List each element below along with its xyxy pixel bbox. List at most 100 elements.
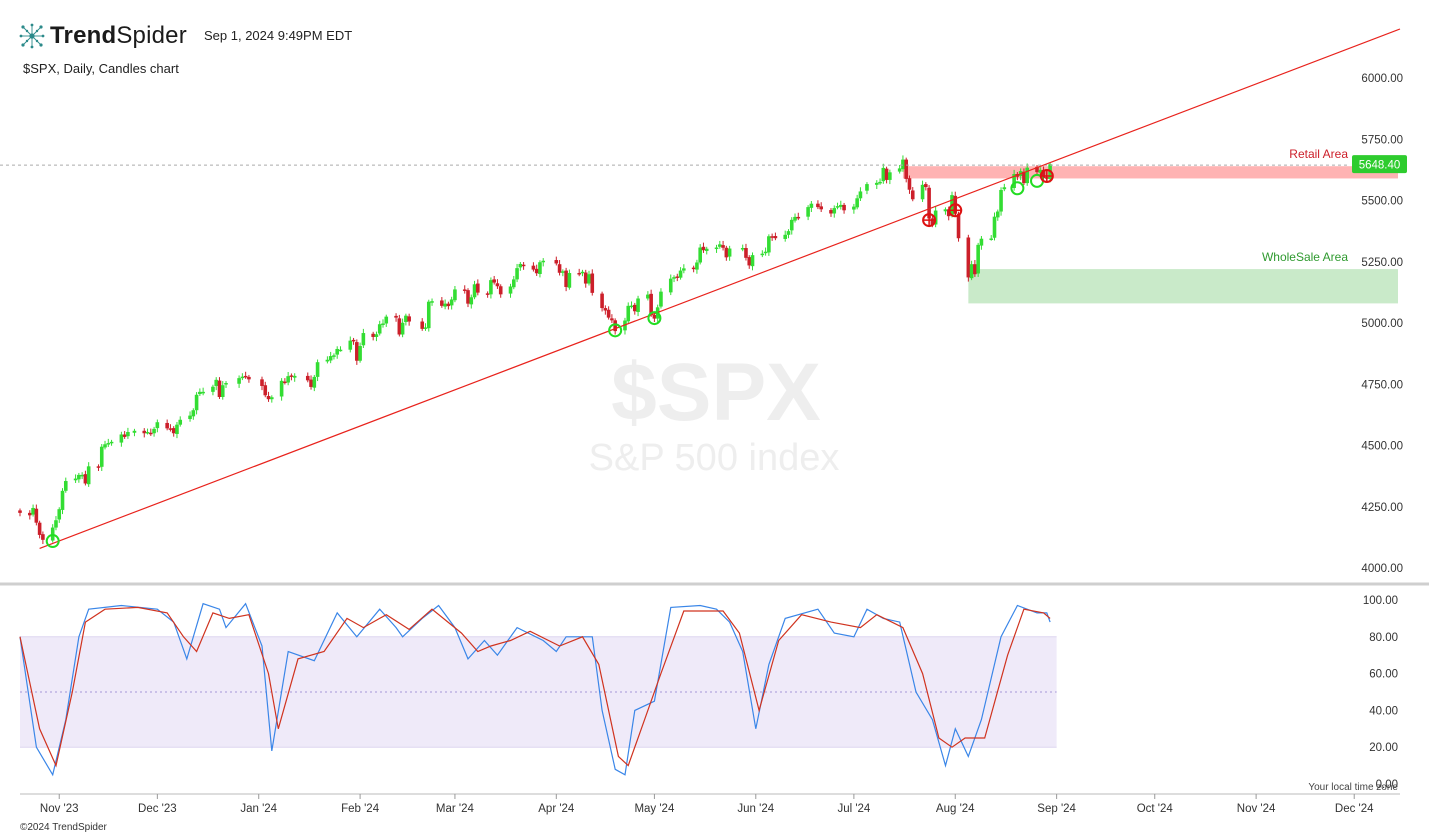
candle-body <box>80 474 84 477</box>
stoch-tick-label: 0.00 <box>1376 779 1398 791</box>
candle-body <box>325 359 330 362</box>
candle-body <box>695 262 699 270</box>
candle-body <box>152 428 156 434</box>
candle-body <box>910 190 915 200</box>
candle-body <box>819 206 823 210</box>
candle-body <box>220 385 225 397</box>
candle-body <box>927 187 931 219</box>
candle-body <box>466 290 470 304</box>
date-tick-label: Aug '24 <box>936 803 975 815</box>
candle-body <box>305 375 310 381</box>
stoch-line-k <box>19 602 1051 777</box>
candle-body <box>718 244 722 247</box>
date-tick-label: Apr '24 <box>538 803 575 815</box>
candle-body <box>240 376 245 379</box>
candle-body <box>855 198 859 208</box>
candle-body <box>1038 169 1043 173</box>
candle-body <box>191 410 196 417</box>
candle-body <box>198 391 202 395</box>
price-tick-label: 4250.00 <box>1361 502 1403 514</box>
candle-body <box>485 293 490 295</box>
candle-body <box>793 216 797 221</box>
candle-body <box>600 293 604 309</box>
candle-body <box>682 268 686 271</box>
price-tick-label: 4000.00 <box>1361 563 1403 575</box>
date-tick-label: Nov '24 <box>1237 803 1276 815</box>
date-tick-label: Jul '24 <box>837 803 870 815</box>
candle-body <box>888 172 892 180</box>
candle-body <box>126 432 130 437</box>
stoch-tick-label: 60.00 <box>1369 669 1398 681</box>
candle-body <box>806 207 810 217</box>
zone-retail <box>902 166 1398 179</box>
date-tick-label: Sep '24 <box>1037 803 1076 815</box>
date-tick-label: Mar '24 <box>436 803 475 815</box>
buy-signal-marker <box>45 534 60 549</box>
candle-body <box>511 279 516 288</box>
candle-body <box>1035 166 1039 173</box>
stoch-tick-label: 80.00 <box>1369 632 1398 644</box>
candle-body <box>270 397 274 400</box>
candle-body <box>606 309 611 318</box>
candle-body <box>132 430 137 433</box>
candle-body <box>34 508 39 523</box>
candle-body <box>518 263 523 268</box>
candle-body <box>874 182 879 185</box>
candle-body <box>901 159 905 170</box>
stoch-tick-label: 20.00 <box>1369 742 1398 754</box>
buy-signal-marker <box>1010 181 1025 196</box>
trendspider-logo[interactable]: TrendSpider <box>18 22 187 50</box>
candle-body <box>636 298 640 312</box>
candle-body <box>37 522 42 535</box>
candle-body <box>629 305 634 308</box>
candle-body <box>462 289 467 291</box>
last-price-value: 5648.40 <box>1359 160 1401 172</box>
candle-body <box>381 323 385 325</box>
candle-body <box>168 428 173 430</box>
candle-body <box>404 315 408 323</box>
stoch-tick-label: 100.00 <box>1363 595 1398 607</box>
price-axis[interactable]: 4000.00 4250.00 4500.00 4750.00 5000.00 5250.… <box>1352 73 1407 575</box>
candle-body <box>171 428 176 434</box>
candle-body <box>243 375 248 378</box>
candle-body <box>538 262 542 274</box>
candle-body <box>564 270 568 287</box>
candle-body <box>430 301 434 303</box>
candle-body <box>1041 169 1046 178</box>
price-tick-label: 6000.00 <box>1361 73 1403 85</box>
candle-body <box>561 271 565 273</box>
watermark-name: S&P 500 index <box>589 437 840 479</box>
candle-body <box>668 278 673 293</box>
candle-body <box>175 424 179 434</box>
watermark-symbol: $SPX <box>611 347 821 438</box>
candle-body <box>789 219 794 231</box>
candle-body <box>289 375 294 377</box>
price-tick-label: 4750.00 <box>1361 379 1403 391</box>
stochastic-panel: 0.00 20.00 40.00 60.00 80.00 100.00 <box>19 595 1398 791</box>
candle-body <box>400 322 405 335</box>
candle-body <box>881 167 886 182</box>
candle-body <box>744 248 748 258</box>
zone-label: WholeSale Area <box>1262 250 1348 264</box>
candle-body <box>54 520 58 528</box>
stoch-line-d <box>19 606 1051 768</box>
candle-body <box>626 305 631 322</box>
candle-body <box>77 474 81 480</box>
candle-body <box>649 293 653 315</box>
candle-body <box>443 303 447 307</box>
candle-body <box>472 284 477 298</box>
candle-body <box>652 314 657 319</box>
candle-body <box>704 248 709 251</box>
candle-body <box>63 481 68 491</box>
date-axis[interactable]: Nov '23 Dec '23 Jan '24 Feb '24 Mar '24 Apr '… <box>20 793 1400 815</box>
candle-body <box>858 191 863 199</box>
candle-body <box>809 203 814 208</box>
candle-body <box>355 342 359 361</box>
candle-body <box>698 247 702 263</box>
price-tick-label: 5250.00 <box>1361 257 1403 269</box>
candle-body <box>969 264 974 279</box>
candle-body <box>214 379 219 386</box>
candle-body <box>740 248 745 250</box>
candle-body <box>587 274 591 284</box>
